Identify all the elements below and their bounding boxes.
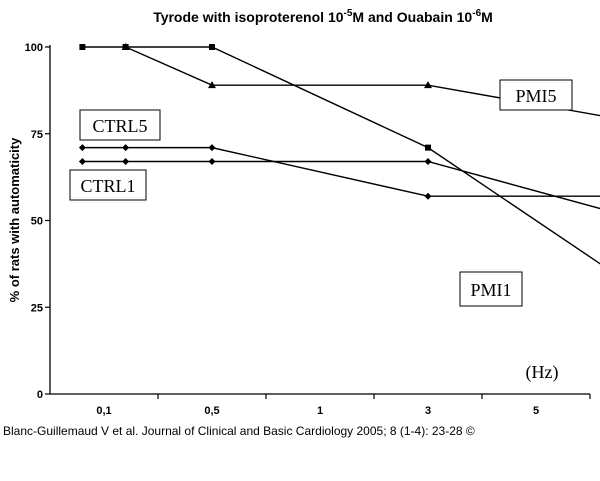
y-axis-label: % of rats with automaticity [7,137,22,302]
data-point [208,81,216,89]
data-point [122,144,130,152]
data-point [209,44,215,50]
y-tick-label: 75 [31,129,43,141]
x-tick-label: 1 [317,405,323,417]
x-tick-label: 5 [533,405,539,417]
x-tick-label: 0,1 [96,405,111,417]
label-box-pmi1: PMI1 [459,271,523,307]
data-point [425,144,431,151]
axes: 0 25 50 75 100 0,1 0,5 1 3 5 [25,42,591,417]
data-point [79,44,86,50]
data-point [424,158,432,166]
series-line-ctrl5 [82,146,600,197]
data-point [122,158,130,166]
label-box-ctrl1: CTRL1 [69,169,147,201]
line-chart: Tyrode with isoproterenol 10-5M and Ouab… [7,8,600,417]
label-ctrl5: CTRL5 [92,116,147,136]
data-point [208,144,216,152]
data-point [78,144,86,152]
data-point [208,158,216,166]
label-ctrl1: CTRL1 [80,176,135,196]
data-point [424,81,432,89]
x-tick-label: 0,5 [204,405,219,417]
y-tick-label: 25 [31,302,43,314]
chart-title: Tyrode with isoproterenol 10-5M and Ouab… [153,8,493,25]
citation-credit: Blanc-Guillemaud V et al. Journal of Cli… [3,424,475,438]
y-tick-label: 100 [25,42,43,54]
label-pmi5: PMI5 [515,86,556,106]
series-ctrl5 [78,144,600,200]
data-point [424,192,432,200]
series-ctrl1 [78,158,600,210]
label-box-pmi5: PMI5 [499,79,573,111]
y-tick-label: 50 [31,216,43,228]
x-axis-unit: (Hz) [526,362,559,383]
data-point [122,44,129,50]
label-pmi1: PMI1 [470,280,511,300]
y-tick-label: 0 [37,389,43,401]
data-point [78,158,86,166]
x-tick-label: 3 [425,405,431,417]
label-box-ctrl5: CTRL5 [79,109,161,141]
